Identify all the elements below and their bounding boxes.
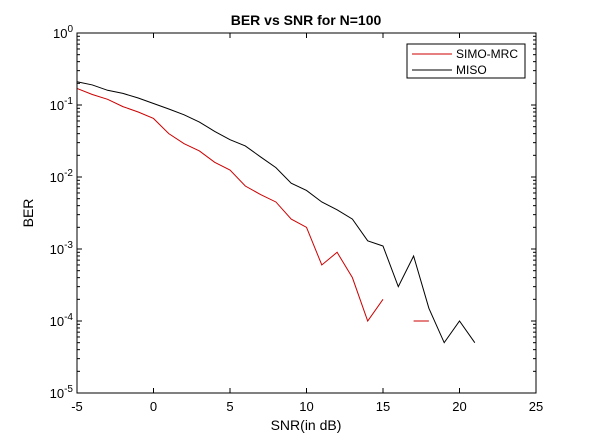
y-tick-label: 10-2 — [50, 168, 74, 185]
legend: SIMO-MRC MISO — [406, 43, 526, 79]
y-tick-base: 10 — [50, 314, 64, 329]
series-layer — [76, 81, 476, 344]
y-tick-label: 10-5 — [50, 384, 74, 401]
y-tick-exponent: 0 — [67, 24, 73, 35]
y-tick-base: 10 — [50, 386, 64, 401]
x-tick-label: 0 — [150, 399, 157, 414]
x-tick-label: 25 — [529, 399, 543, 414]
y-tick-exponent: -1 — [64, 96, 73, 107]
x-tick-label: -5 — [71, 399, 83, 414]
y-tick-label: 10-1 — [50, 96, 74, 113]
y-tick-label: 100 — [53, 24, 73, 41]
series-line-miso — [76, 81, 476, 344]
x-axis-label: SNR(in dB) — [271, 417, 342, 433]
y-tick-exponent: -5 — [64, 384, 73, 395]
legend-label-miso: MISO — [456, 63, 487, 77]
y-tick-exponent: -3 — [64, 240, 73, 251]
y-tick-exponent: -2 — [64, 168, 73, 179]
series-line-simo-mrc — [76, 87, 384, 323]
plot-area — [77, 33, 536, 393]
legend-box — [406, 43, 526, 79]
y-tick-exponent: -4 — [64, 312, 73, 323]
chart-title: BER vs SNR for N=100 — [231, 12, 382, 28]
y-tick-base: 10 — [50, 98, 64, 113]
legend-label-simo-mrc: SIMO-MRC — [456, 47, 518, 61]
x-ticks: -5 0 5 10 15 20 25 — [71, 33, 543, 414]
x-tick-label: 15 — [376, 399, 390, 414]
y-tick-label: 10-3 — [50, 240, 74, 257]
y-tick-base: 10 — [53, 26, 67, 41]
x-tick-label: 5 — [226, 399, 233, 414]
y-axis-label: BER — [20, 199, 36, 228]
x-tick-label: 10 — [299, 399, 313, 414]
y-tick-base: 10 — [50, 170, 64, 185]
y-tick-label: 10-4 — [50, 312, 74, 329]
y-tick-base: 10 — [50, 242, 64, 257]
x-tick-label: 20 — [452, 399, 466, 414]
